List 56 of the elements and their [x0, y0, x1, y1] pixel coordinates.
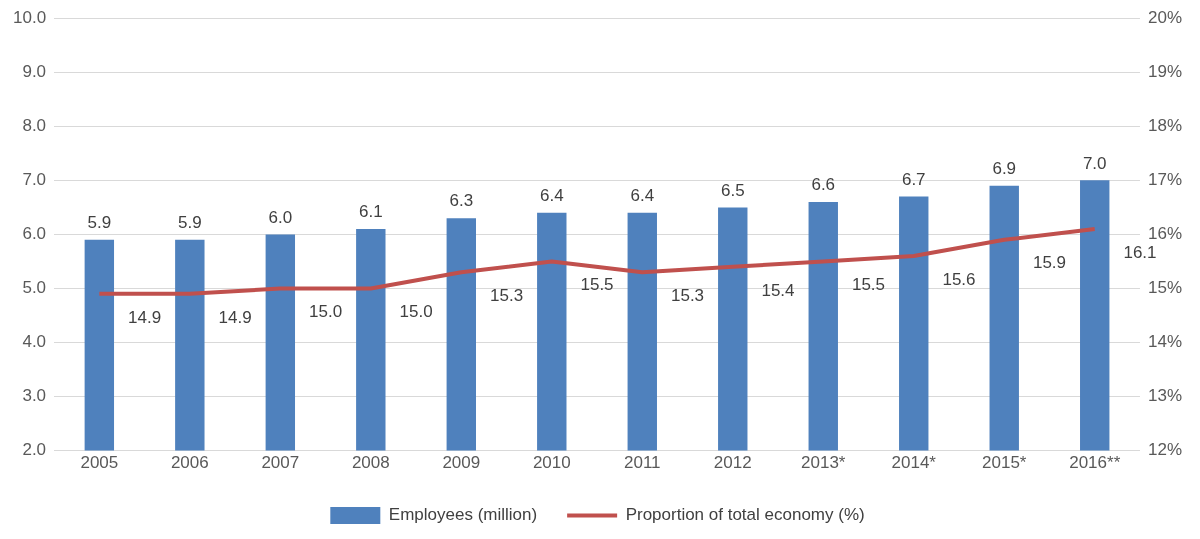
x-tick-label: 2010 — [532, 453, 571, 473]
y-tick-label: 5.0 — [22, 278, 47, 298]
data-label: 6.3 — [449, 191, 474, 211]
data-label: 6.1 — [358, 202, 383, 222]
x-tick-label: 2007 — [261, 453, 300, 473]
data-label: 15.4 — [761, 280, 795, 300]
x-tick-label: 2011 — [624, 453, 661, 473]
y-tick-label: 2.0 — [22, 440, 47, 460]
y-tick-label: 6.0 — [22, 224, 47, 244]
data-label: 15.5 — [580, 275, 614, 295]
data-label: 15.0 — [309, 302, 343, 322]
y2-tick-label: 13% — [1147, 386, 1183, 406]
data-label: 14.9 — [218, 307, 252, 327]
x-tick-label: 2015* — [982, 453, 1027, 473]
y2-tick-label: 20% — [1147, 7, 1183, 27]
data-label: 16.1 — [1123, 242, 1157, 262]
data-label: 5.9 — [87, 212, 112, 232]
legend-label: Proportion of total economy (%) — [625, 505, 865, 525]
y-tick-label: 3.0 — [22, 386, 47, 406]
data-label: 5.9 — [178, 212, 202, 232]
x-tick-label: 2014* — [891, 453, 937, 473]
x-tick-label: 2016** — [1069, 453, 1121, 473]
data-label: 15.9 — [1032, 253, 1067, 273]
x-tick-label: 2012 — [713, 453, 752, 473]
data-label: 15.5 — [851, 275, 886, 295]
x-tick-label: 2005 — [80, 453, 119, 473]
y2-tick-label: 12% — [1147, 440, 1183, 460]
y2-tick-label: 14% — [1147, 332, 1183, 352]
y-tick-label: 7.0 — [22, 170, 47, 190]
x-tick-label: 2008 — [351, 453, 390, 473]
y2-tick-label: 17% — [1147, 170, 1183, 190]
y2-tick-label: 16% — [1147, 224, 1183, 244]
y-tick-label: 4.0 — [22, 332, 47, 352]
data-label: 6.9 — [992, 158, 1017, 178]
y2-tick-label: 19% — [1147, 61, 1183, 81]
data-label: 6.0 — [268, 207, 293, 227]
data-label: 6.4 — [630, 185, 655, 205]
data-label: 15.3 — [670, 285, 705, 305]
y-tick-label: 9.0 — [22, 61, 47, 81]
y-tick-label: 10.0 — [12, 7, 47, 27]
y2-tick-label: 15% — [1147, 278, 1183, 298]
data-label: 14.9 — [128, 307, 162, 327]
y2-tick-label: 18% — [1147, 115, 1183, 135]
data-label: 7.0 — [1082, 153, 1107, 173]
y-tick-label: 8.0 — [22, 115, 47, 135]
data-label: 6.4 — [539, 185, 564, 205]
x-tick-label: 2006 — [170, 453, 209, 473]
data-label: 15.6 — [942, 269, 976, 289]
x-tick-label: 2013* — [801, 453, 846, 473]
x-tick-label: 2009 — [442, 453, 481, 473]
data-label: 6.7 — [901, 169, 926, 189]
data-label: 6.6 — [811, 175, 836, 195]
data-label: 15.3 — [489, 285, 524, 305]
data-label: 15.0 — [399, 302, 433, 322]
data-label: 6.5 — [720, 180, 745, 200]
legend-label: Employees (million) — [388, 505, 538, 525]
